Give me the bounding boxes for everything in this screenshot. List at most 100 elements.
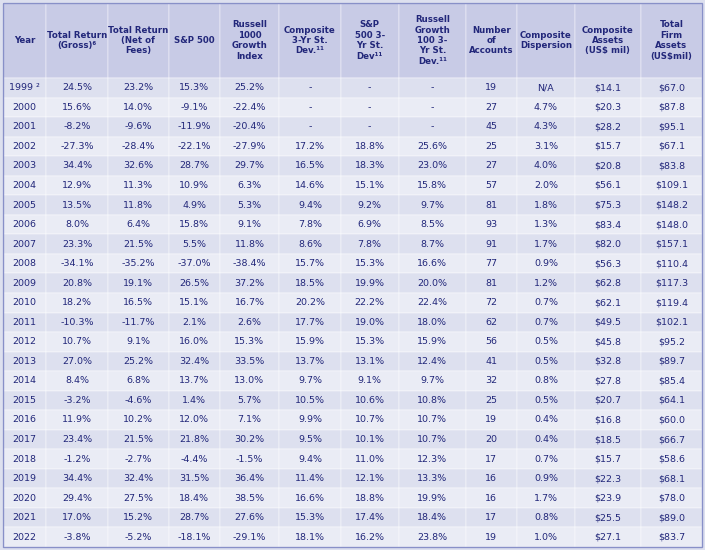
Bar bbox=[168, 527, 219, 547]
Text: $49.5: $49.5 bbox=[594, 318, 621, 327]
Text: 72: 72 bbox=[486, 298, 498, 307]
Text: 5.7%: 5.7% bbox=[238, 396, 262, 405]
Bar bbox=[168, 312, 219, 332]
Text: 17.0%: 17.0% bbox=[62, 513, 92, 522]
Text: 18.4%: 18.4% bbox=[179, 494, 209, 503]
Text: 6.3%: 6.3% bbox=[238, 181, 262, 190]
Text: 0.9%: 0.9% bbox=[534, 259, 558, 268]
Text: 37.2%: 37.2% bbox=[234, 279, 264, 288]
Text: 2002: 2002 bbox=[13, 142, 37, 151]
Text: 2020: 2020 bbox=[13, 494, 37, 503]
Text: $15.7: $15.7 bbox=[594, 142, 621, 151]
Text: 0.5%: 0.5% bbox=[534, 357, 558, 366]
Text: 2019: 2019 bbox=[13, 474, 37, 483]
Bar bbox=[219, 449, 279, 469]
Text: 13.1%: 13.1% bbox=[355, 357, 385, 366]
Bar bbox=[466, 273, 517, 293]
Text: 15.3%: 15.3% bbox=[295, 513, 325, 522]
Bar bbox=[168, 469, 219, 488]
Bar bbox=[279, 449, 341, 469]
Bar bbox=[47, 254, 108, 273]
Text: 56: 56 bbox=[486, 337, 498, 346]
Text: 20.2%: 20.2% bbox=[295, 298, 325, 307]
Text: 36.4%: 36.4% bbox=[234, 474, 264, 483]
Text: $66.7: $66.7 bbox=[658, 435, 685, 444]
Text: $62.1: $62.1 bbox=[594, 298, 621, 307]
Text: 11.8%: 11.8% bbox=[123, 201, 153, 210]
Bar bbox=[279, 332, 341, 351]
Text: 14.6%: 14.6% bbox=[295, 181, 325, 190]
Bar bbox=[341, 136, 399, 156]
Text: 2015: 2015 bbox=[13, 396, 37, 405]
Text: 2016: 2016 bbox=[13, 415, 37, 425]
Bar bbox=[47, 488, 108, 508]
Bar bbox=[399, 312, 466, 332]
Bar bbox=[399, 527, 466, 547]
Bar bbox=[466, 175, 517, 195]
Bar bbox=[575, 390, 641, 410]
Bar bbox=[341, 215, 399, 234]
Text: 16.0%: 16.0% bbox=[179, 337, 209, 346]
Text: 16.2%: 16.2% bbox=[355, 533, 385, 542]
Text: 77: 77 bbox=[486, 259, 498, 268]
Text: 41: 41 bbox=[486, 357, 498, 366]
Bar bbox=[399, 488, 466, 508]
Bar bbox=[399, 410, 466, 430]
Bar bbox=[279, 78, 341, 97]
Bar bbox=[108, 508, 168, 527]
Bar bbox=[219, 273, 279, 293]
Text: 1.7%: 1.7% bbox=[534, 240, 558, 249]
Text: $87.8: $87.8 bbox=[658, 103, 685, 112]
Bar bbox=[641, 175, 702, 195]
Bar bbox=[279, 136, 341, 156]
Bar bbox=[641, 527, 702, 547]
Text: 2012: 2012 bbox=[13, 337, 37, 346]
Bar bbox=[279, 3, 341, 78]
Text: Composite
3-Yr St.
Dev.¹¹: Composite 3-Yr St. Dev.¹¹ bbox=[284, 26, 336, 56]
Bar bbox=[219, 136, 279, 156]
Bar bbox=[341, 293, 399, 312]
Bar bbox=[341, 117, 399, 136]
Bar bbox=[517, 390, 575, 410]
Text: 2009: 2009 bbox=[13, 279, 37, 288]
Text: 91: 91 bbox=[486, 240, 498, 249]
Bar bbox=[3, 332, 47, 351]
Text: 23.3%: 23.3% bbox=[62, 240, 92, 249]
Bar bbox=[341, 390, 399, 410]
Text: $20.7: $20.7 bbox=[594, 396, 621, 405]
Text: 20.0%: 20.0% bbox=[417, 279, 448, 288]
Text: 15.2%: 15.2% bbox=[123, 513, 153, 522]
Bar bbox=[108, 254, 168, 273]
Bar bbox=[47, 527, 108, 547]
Text: 0.4%: 0.4% bbox=[534, 415, 558, 425]
Bar bbox=[108, 351, 168, 371]
Text: 12.1%: 12.1% bbox=[355, 474, 385, 483]
Text: 15.1%: 15.1% bbox=[355, 181, 385, 190]
Bar bbox=[399, 469, 466, 488]
Text: 18.8%: 18.8% bbox=[355, 494, 385, 503]
Text: 12.0%: 12.0% bbox=[179, 415, 209, 425]
Text: -: - bbox=[431, 83, 434, 92]
Text: 10.7%: 10.7% bbox=[417, 435, 448, 444]
Text: Composite
Assets
(US$ mil): Composite Assets (US$ mil) bbox=[582, 26, 634, 56]
Text: -37.0%: -37.0% bbox=[178, 259, 211, 268]
Text: -: - bbox=[368, 122, 372, 131]
Bar bbox=[399, 371, 466, 390]
Bar bbox=[168, 234, 219, 254]
Bar bbox=[108, 390, 168, 410]
Text: 32.4%: 32.4% bbox=[123, 474, 153, 483]
Text: -: - bbox=[308, 103, 312, 112]
Bar bbox=[219, 78, 279, 97]
Text: -1.5%: -1.5% bbox=[235, 454, 263, 464]
Text: 23.0%: 23.0% bbox=[417, 162, 448, 170]
Bar bbox=[399, 215, 466, 234]
Text: $25.5: $25.5 bbox=[594, 513, 621, 522]
Bar bbox=[517, 449, 575, 469]
Text: 5.5%: 5.5% bbox=[182, 240, 206, 249]
Bar bbox=[466, 508, 517, 527]
Bar bbox=[641, 488, 702, 508]
Text: 20: 20 bbox=[486, 435, 498, 444]
Bar bbox=[341, 488, 399, 508]
Text: $32.8: $32.8 bbox=[594, 357, 622, 366]
Text: 10.7%: 10.7% bbox=[417, 415, 448, 425]
